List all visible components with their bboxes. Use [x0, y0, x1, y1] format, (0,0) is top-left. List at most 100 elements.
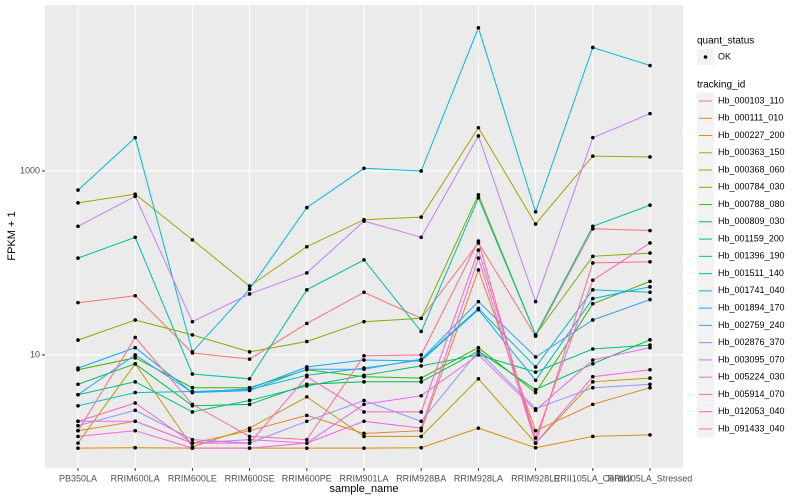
y-axis-title: FPKM + 1: [6, 211, 18, 260]
data-point: [76, 256, 80, 260]
data-point: [247, 402, 252, 407]
data-point: [419, 169, 424, 173]
x-tick-label: RRII105LA_Control: [554, 473, 632, 483]
data-point: [533, 441, 538, 445]
data-point: [133, 356, 137, 360]
data-point: [305, 374, 309, 379]
legend-title: quant_status: [697, 36, 754, 47]
data-point: [247, 357, 252, 361]
data-point: [133, 293, 137, 298]
data-point: [648, 259, 652, 264]
data-point: [247, 292, 252, 296]
data-point: [591, 254, 595, 259]
data-point: [591, 347, 595, 351]
data-point: [419, 376, 424, 380]
data-point: [305, 321, 309, 326]
data-point: [591, 362, 595, 366]
legend-label: Hb_005224_030: [718, 372, 785, 382]
x-tick-label: RRIM928LE: [511, 473, 560, 483]
data-point: [591, 358, 595, 362]
legend-label: Hb_000227_200: [718, 130, 785, 140]
legend-label: Hb_001396_190: [718, 251, 785, 261]
data-point: [533, 436, 538, 440]
data-point: [247, 426, 252, 430]
data-point: [247, 287, 252, 291]
x-tick-label: RRIM600LE: [168, 473, 217, 483]
x-tick-label: RRIM901LA: [339, 473, 388, 483]
data-point: [648, 203, 652, 207]
x-axis-title: sample_name: [329, 483, 398, 495]
data-point: [247, 398, 252, 403]
data-point: [476, 134, 481, 138]
y-tick-label: 1000: [20, 165, 40, 175]
data-point: [419, 380, 424, 384]
data-point: [190, 441, 195, 445]
data-point: [648, 376, 652, 380]
data-point: [305, 419, 309, 424]
data-point: [190, 446, 195, 450]
data-point: [305, 446, 309, 450]
data-point: [76, 224, 80, 229]
legend-title: tracking_id: [697, 80, 745, 91]
data-point: [190, 402, 195, 407]
data-point: [133, 345, 137, 350]
data-point: [533, 365, 538, 369]
legend-label: OK: [718, 51, 731, 61]
data-point: [133, 318, 137, 322]
data-point: [591, 380, 595, 384]
data-point: [190, 333, 195, 337]
data-point: [76, 403, 80, 408]
data-point: [76, 419, 80, 424]
data-point: [419, 419, 424, 424]
data-point: [476, 345, 481, 350]
legend-label: Hb_000809_030: [718, 216, 785, 226]
data-point: [305, 395, 309, 399]
data-point: [648, 382, 652, 387]
data-point: [362, 353, 366, 358]
data-point: [476, 299, 481, 304]
data-point: [362, 373, 366, 378]
data-point: [533, 209, 538, 214]
data-point: [591, 434, 595, 439]
data-point: [591, 227, 595, 231]
data-point: [362, 380, 366, 384]
data-point: [533, 445, 538, 450]
legend-label: Hb_002759_240: [718, 320, 785, 330]
data-point: [476, 377, 481, 381]
data-point: [305, 205, 309, 210]
data-point: [533, 408, 538, 413]
data-point: [247, 446, 252, 450]
data-point: [533, 333, 538, 337]
legend-label: Hb_000111_010: [718, 113, 783, 123]
y-tick-label: 10: [30, 349, 40, 359]
data-point: [419, 410, 424, 414]
data-point: [76, 300, 80, 305]
data-point: [648, 433, 652, 437]
data-point: [362, 367, 366, 371]
data-point: [133, 445, 137, 450]
data-point: [247, 388, 252, 393]
legend-label: Hb_005914_070: [718, 389, 785, 399]
data-point: [133, 428, 137, 433]
data-point: [476, 193, 481, 197]
x-tick-label: RRII105LA_Stressed: [608, 473, 693, 483]
data-point: [133, 390, 137, 395]
data-point: [419, 434, 424, 439]
data-point: [591, 374, 595, 379]
data-point: [190, 238, 195, 242]
legend-label: Hb_001159_200: [718, 233, 784, 243]
data-point: [476, 239, 481, 243]
data-point: [362, 398, 366, 403]
data-point: [533, 378, 538, 383]
data-point: [476, 426, 481, 430]
data-point: [419, 329, 424, 334]
legend-label: Hb_001894_170: [718, 302, 785, 312]
data-point: [76, 446, 80, 450]
data-point: [648, 279, 652, 284]
data-point: [648, 385, 652, 390]
data-point: [247, 377, 252, 381]
data-point: [362, 166, 366, 171]
data-point: [648, 345, 652, 350]
data-point: [133, 380, 137, 384]
data-point: [533, 370, 538, 374]
